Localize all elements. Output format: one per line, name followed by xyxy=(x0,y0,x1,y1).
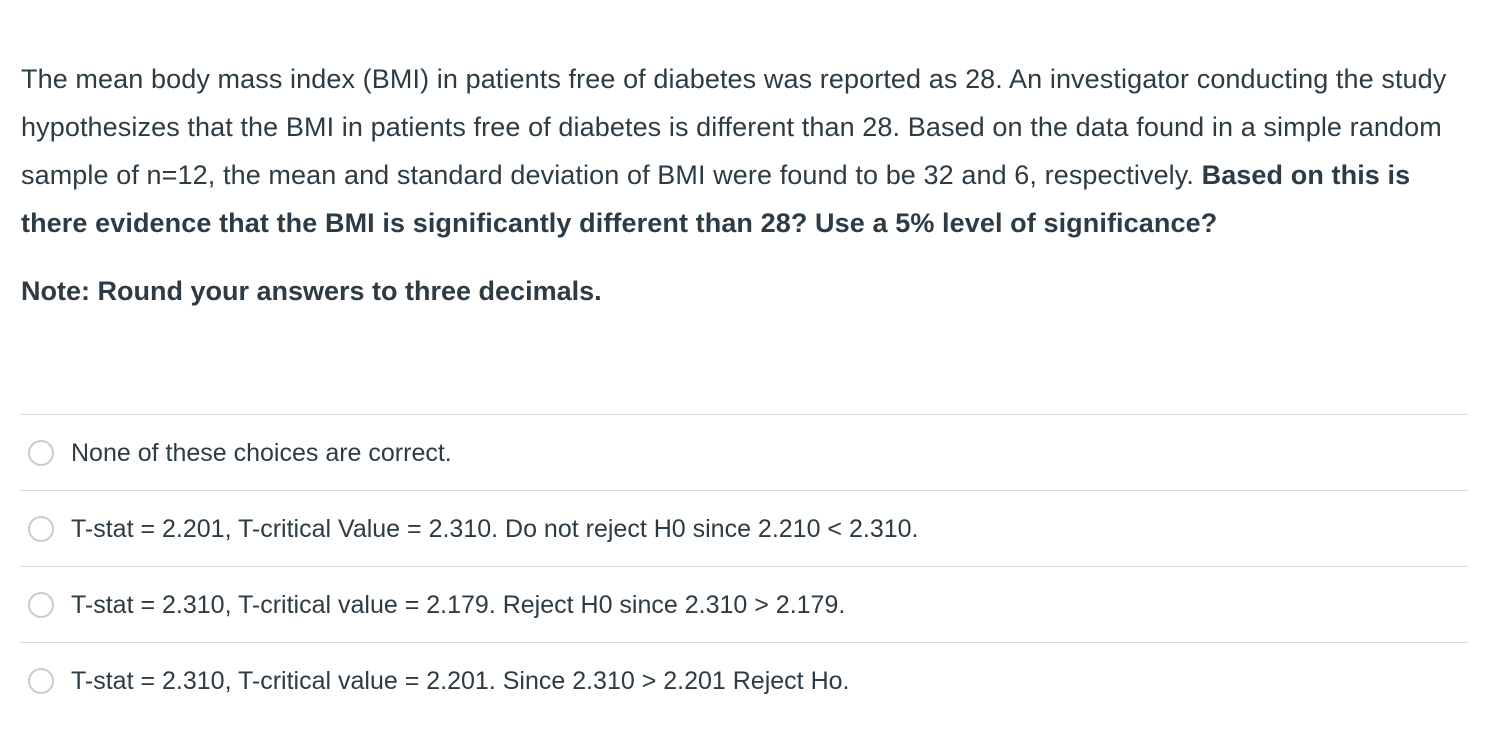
radio-button[interactable] xyxy=(28,667,54,694)
question-block: The mean body mass index (BMI) in patien… xyxy=(21,55,1471,311)
question-body: The mean body mass index (BMI) in patien… xyxy=(21,64,1447,190)
answer-label[interactable]: None of these choices are correct. xyxy=(71,438,452,467)
answer-option-2[interactable]: T-stat = 2.201, T-critical Value = 2.310… xyxy=(20,490,1468,566)
answer-label[interactable]: T-stat = 2.201, T-critical Value = 2.310… xyxy=(71,514,919,543)
radio-button[interactable] xyxy=(28,515,54,542)
answer-option-4[interactable]: T-stat = 2.310, T-critical value = 2.201… xyxy=(20,642,1468,718)
radio-button[interactable] xyxy=(28,439,54,466)
radio-button[interactable] xyxy=(28,591,54,618)
question-prompt: Based on this is there evidence that the… xyxy=(21,160,1411,238)
rounding-note: Note: Round your answers to three decima… xyxy=(21,276,602,306)
answer-option-1[interactable]: None of these choices are correct. xyxy=(20,414,1468,490)
answer-label[interactable]: T-stat = 2.310, T-critical value = 2.201… xyxy=(71,666,850,695)
answer-list: None of these choices are correct. T-sta… xyxy=(20,414,1468,718)
answer-option-3[interactable]: T-stat = 2.310, T-critical value = 2.179… xyxy=(20,566,1468,642)
question-text: The mean body mass index (BMI) in patien… xyxy=(21,55,1471,247)
answer-label[interactable]: T-stat = 2.310, T-critical value = 2.179… xyxy=(71,590,846,619)
